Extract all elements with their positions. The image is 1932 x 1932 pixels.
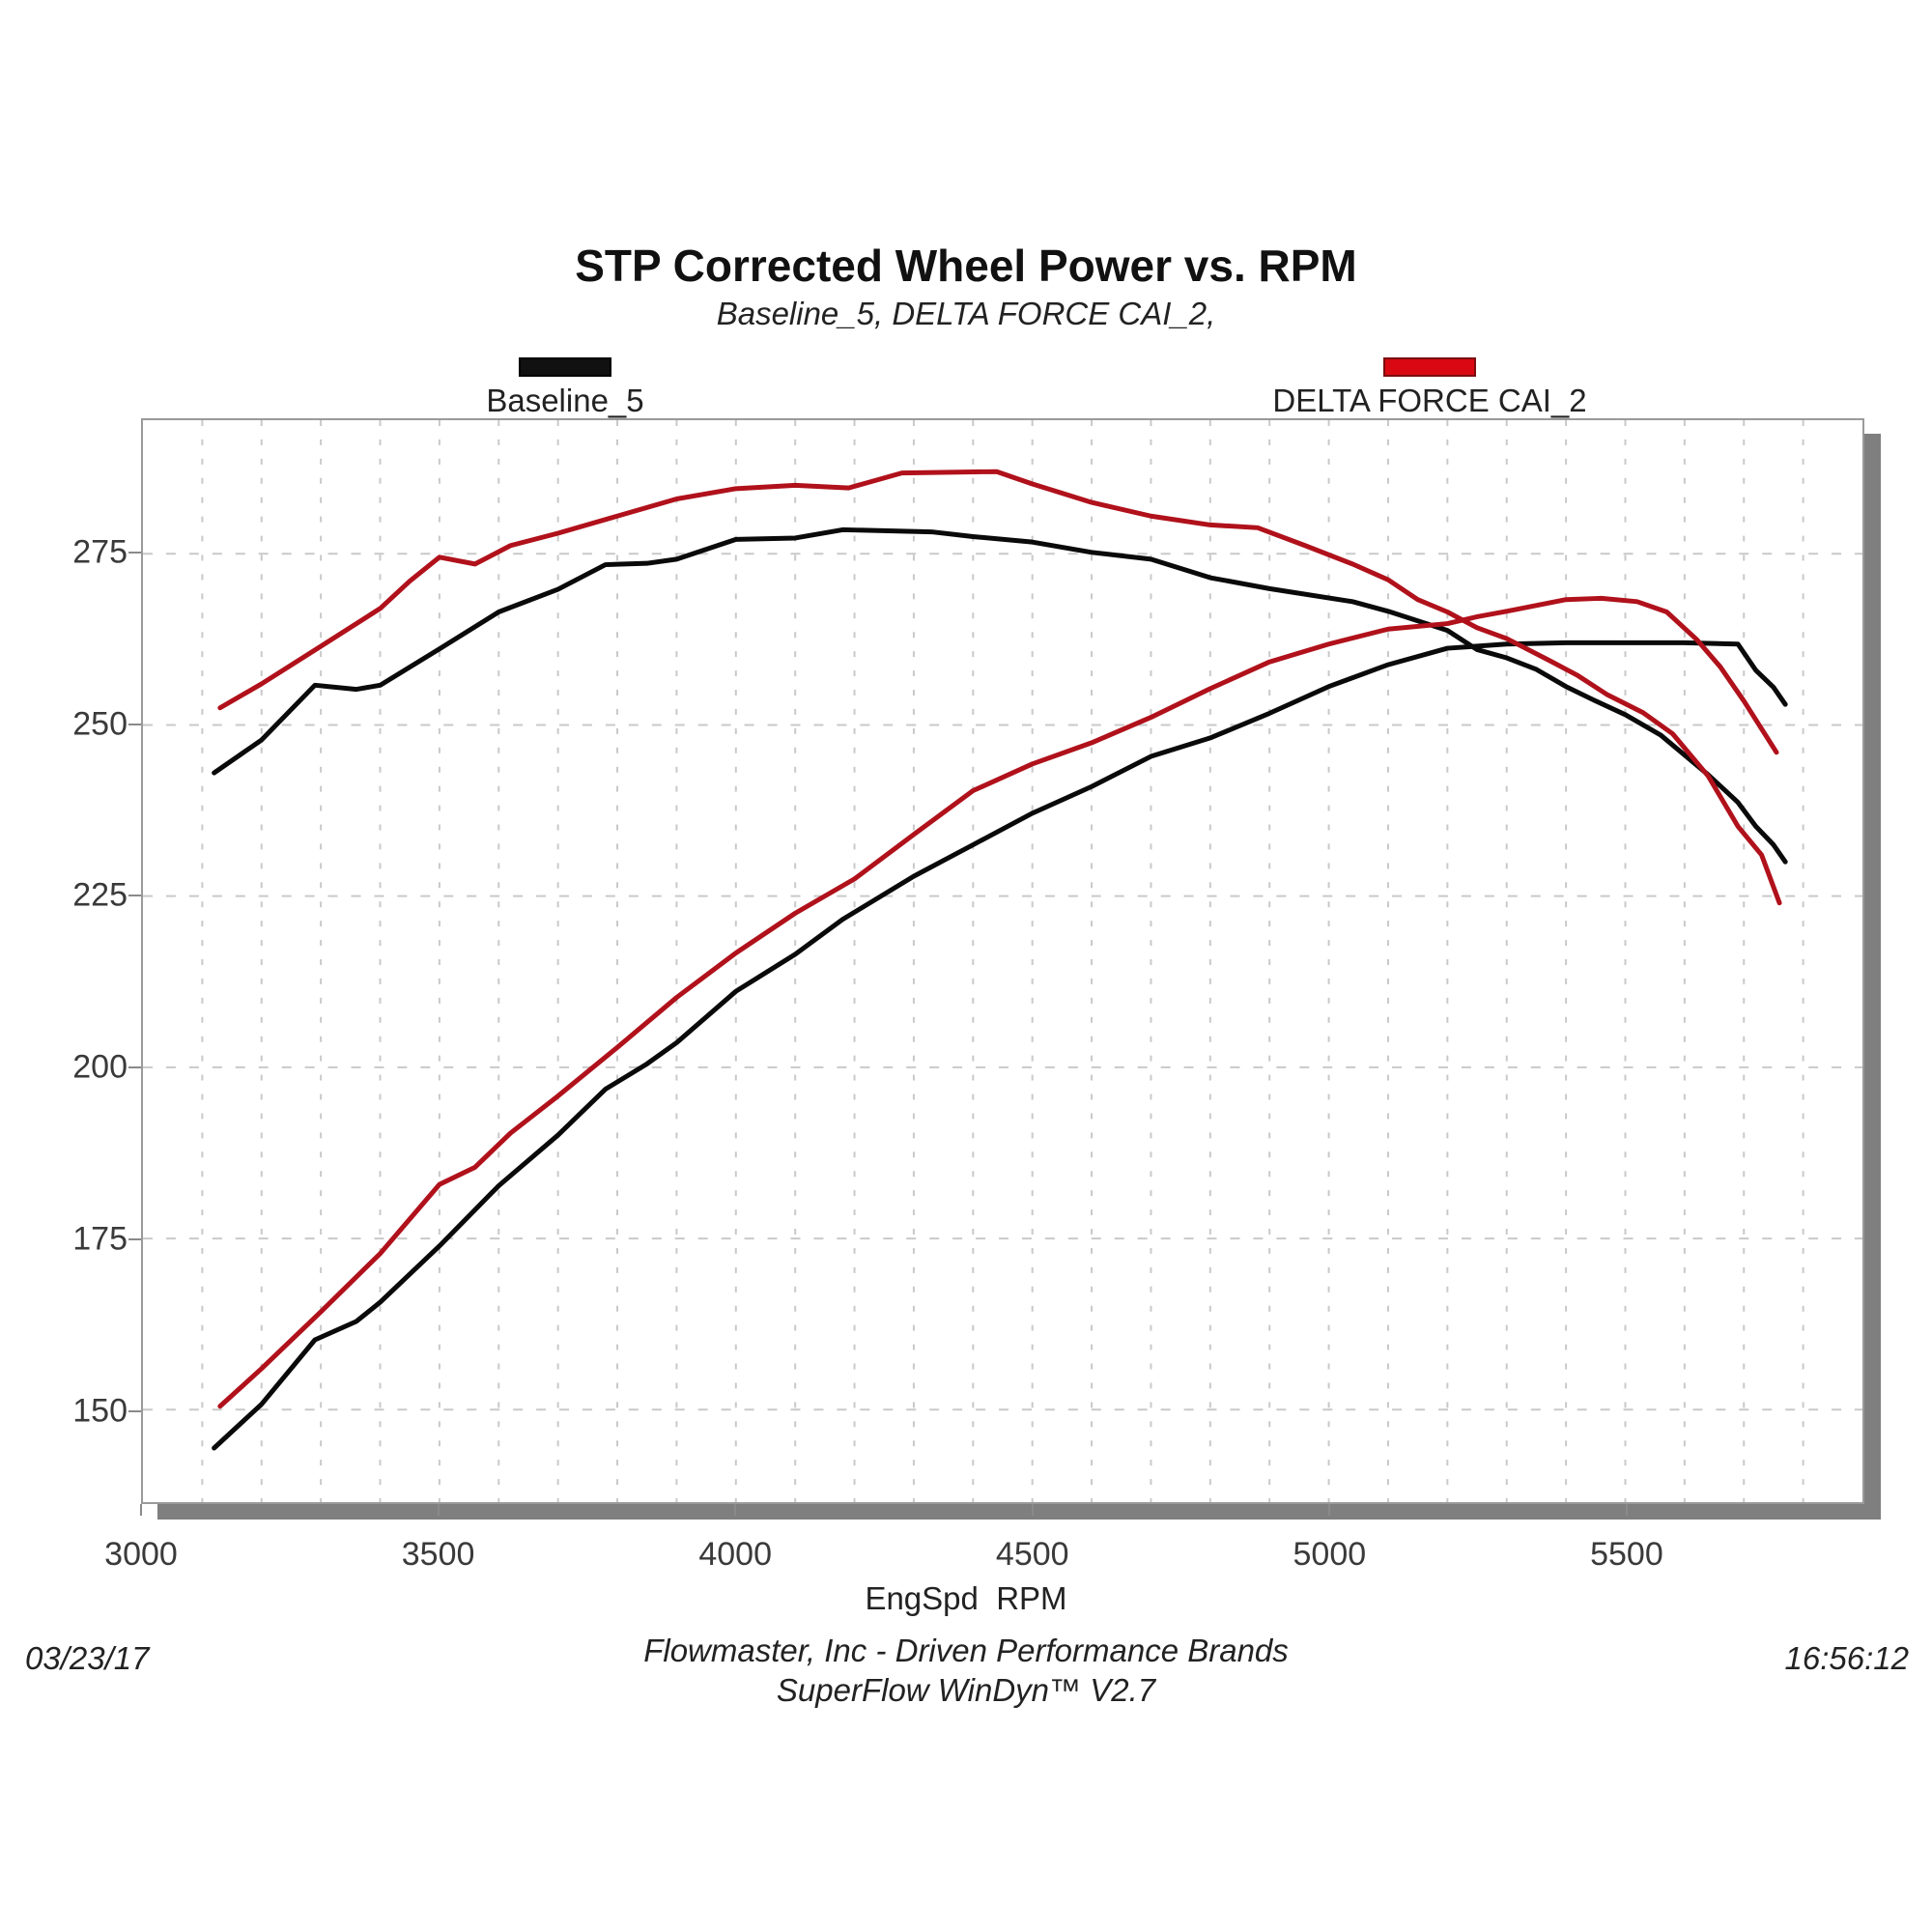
x-axis-label: EngSpd RPM <box>865 1580 1067 1616</box>
y-tick-mark <box>128 895 141 897</box>
y-tick-label-250: 250 <box>72 705 128 743</box>
curve-baseline-5-power-trace- <box>212 639 1788 1451</box>
y-tick-mark <box>128 723 141 725</box>
baseline-color-swatch-icon <box>519 357 611 377</box>
x-tick-label-5000: 5000 <box>1293 1536 1367 1573</box>
footer-company-line: Flowmaster, Inc - Driven Performance Bra… <box>643 1633 1289 1668</box>
x-tick-mark <box>1625 1504 1628 1516</box>
curve-delta-force-cai-2-power-trace- <box>217 595 1779 1409</box>
curve-baseline-5-torque-trace- <box>212 526 1788 865</box>
y-tick-mark <box>128 551 141 554</box>
y-tick-label-175: 175 <box>72 1220 128 1258</box>
chart-subtitle: Baseline_5, DELTA FORCE CAI_2, <box>716 296 1216 331</box>
y-tick-mark <box>128 1066 141 1069</box>
x-tick-label-3500: 3500 <box>401 1536 475 1573</box>
y-tick-label-200: 200 <box>72 1048 128 1086</box>
x-tick-label-5500: 5500 <box>1590 1536 1663 1573</box>
report-time: 16:56:12 <box>1784 1640 1909 1676</box>
y-tick-label-225: 225 <box>72 876 128 914</box>
x-tick-label-4500: 4500 <box>995 1536 1069 1573</box>
x-tick-mark <box>1328 1504 1331 1516</box>
legend-label-baseline: Baseline_5 <box>486 383 644 418</box>
legend-item-delta-force: DELTA FORCE CAI_2 <box>1256 357 1604 419</box>
x-tick-mark <box>437 1504 440 1516</box>
y-tick-mark <box>128 1238 141 1241</box>
legend-item-baseline: Baseline_5 <box>420 357 710 419</box>
y-tick-label-150: 150 <box>72 1392 128 1430</box>
plot-area <box>141 418 1864 1504</box>
delta-force-color-swatch-icon <box>1383 357 1476 377</box>
dyno-curves-plot <box>143 420 1862 1502</box>
page-title: STP Corrected Wheel Power vs. RPM <box>575 241 1357 291</box>
curve-delta-force-cai-2-torque-trace- <box>217 469 1782 906</box>
legend-label-delta-force: DELTA FORCE CAI_2 <box>1272 383 1587 418</box>
footer-software-line: SuperFlow WinDyn™ V2.7 <box>776 1672 1156 1708</box>
report-date: 03/23/17 <box>25 1640 150 1676</box>
x-tick-mark <box>140 1504 142 1516</box>
x-tick-label-3000: 3000 <box>104 1536 178 1573</box>
x-tick-mark <box>734 1504 737 1516</box>
y-tick-mark <box>128 1409 141 1412</box>
y-tick-label-275: 275 <box>72 533 128 571</box>
x-tick-label-4000: 4000 <box>698 1536 772 1573</box>
x-tick-mark <box>1031 1504 1034 1516</box>
